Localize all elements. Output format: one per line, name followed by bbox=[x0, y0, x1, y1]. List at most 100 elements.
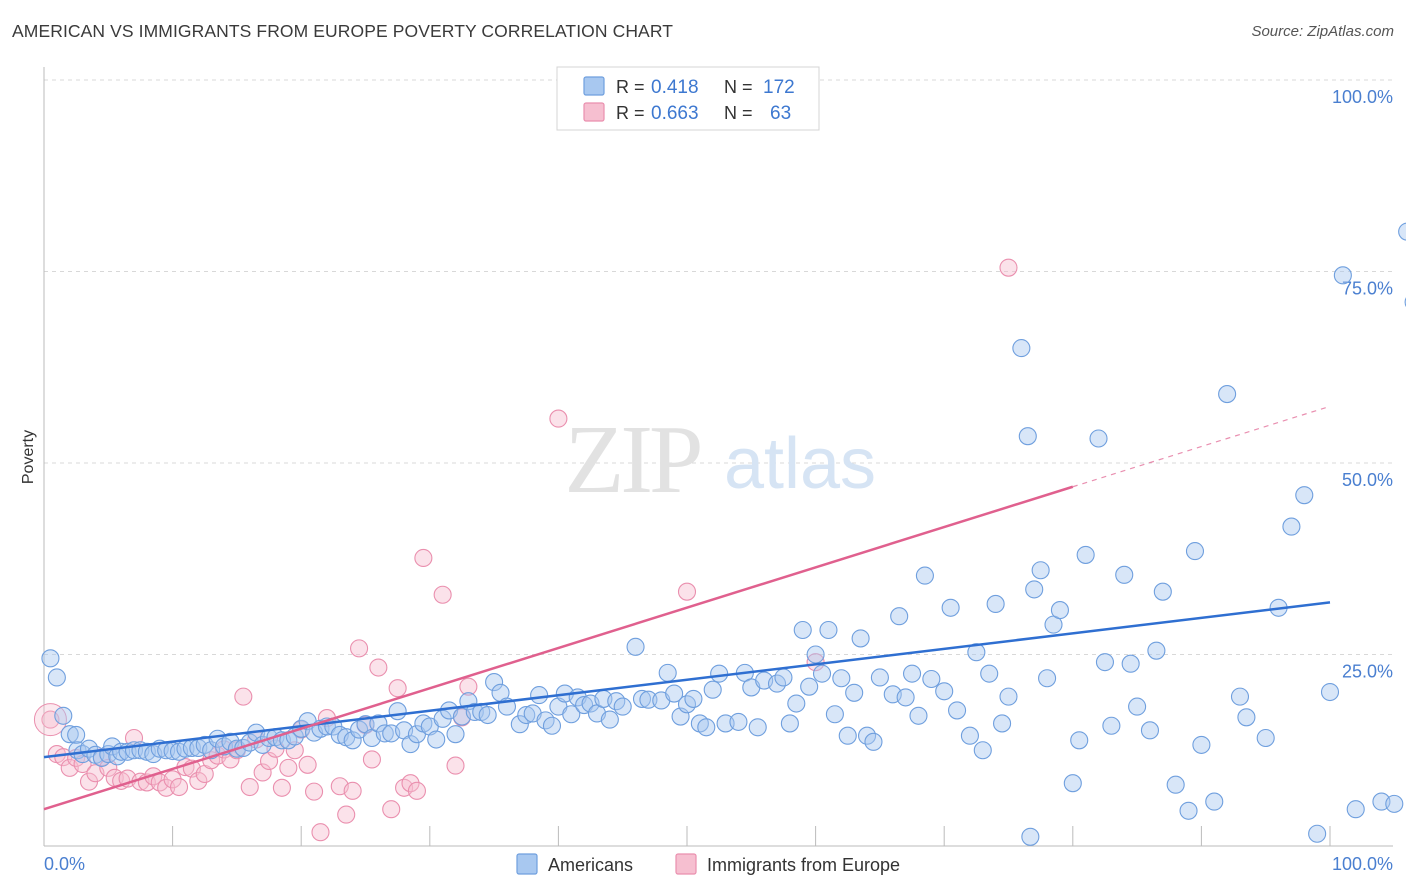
american-point bbox=[1018, 427, 1037, 446]
immigrant-point bbox=[253, 763, 272, 782]
watermark: ZIP atlas bbox=[565, 406, 877, 514]
x-tick-labels: 0.0% 100.0% bbox=[44, 854, 1393, 874]
american-point bbox=[774, 668, 793, 687]
american-point bbox=[729, 712, 748, 731]
american-point bbox=[1256, 728, 1275, 748]
immigrant-point bbox=[337, 805, 356, 824]
immigrant-point bbox=[407, 781, 426, 800]
american-point bbox=[697, 718, 716, 737]
american-point bbox=[1333, 266, 1352, 285]
american-point bbox=[54, 706, 73, 725]
bottom-legend-swatch-americans bbox=[516, 853, 538, 875]
american-point bbox=[401, 735, 420, 754]
legend-r-label-americans: R = bbox=[616, 77, 645, 97]
immigrant-point bbox=[311, 823, 330, 842]
american-point bbox=[915, 566, 934, 585]
legend-r-value-americans: 0.418 bbox=[651, 77, 699, 98]
american-point bbox=[941, 598, 960, 617]
american-point bbox=[1147, 641, 1166, 660]
american-point bbox=[845, 683, 864, 702]
american-point bbox=[1095, 653, 1114, 672]
immigrant-point bbox=[189, 771, 208, 790]
american-point bbox=[1320, 682, 1340, 702]
bottom-legend-label-immigrants: Immigrants from Europe bbox=[707, 855, 900, 875]
american-point bbox=[1185, 542, 1205, 561]
gridlines bbox=[44, 79, 1393, 655]
american-point bbox=[517, 705, 536, 725]
american-point bbox=[967, 643, 986, 662]
immigrant-point bbox=[240, 777, 259, 797]
american-point bbox=[60, 725, 79, 744]
watermark-zip: ZIP bbox=[565, 406, 700, 514]
american-point bbox=[1308, 824, 1327, 843]
american-point bbox=[47, 668, 66, 687]
american-point bbox=[626, 637, 645, 656]
trendline-immigrants bbox=[43, 485, 1074, 811]
legend-swatch-immigrants bbox=[583, 102, 605, 122]
american-point bbox=[999, 687, 1018, 706]
y-tick-label: 75.0% bbox=[1342, 279, 1393, 299]
y-axis-title: Poverty bbox=[20, 430, 37, 484]
american-point bbox=[1021, 827, 1040, 846]
american-point bbox=[825, 705, 844, 724]
american-point bbox=[800, 677, 819, 696]
immigrant-point bbox=[305, 782, 324, 801]
american-point bbox=[1237, 708, 1256, 727]
american-point bbox=[1205, 792, 1224, 811]
immigrant-point bbox=[677, 582, 697, 601]
american-point bbox=[1385, 794, 1404, 813]
american-point bbox=[1063, 774, 1082, 793]
immigrant-point bbox=[362, 750, 381, 769]
american-point bbox=[787, 694, 806, 713]
legend-n-label-americans: N = bbox=[724, 77, 753, 97]
american-point bbox=[510, 715, 529, 734]
american-point bbox=[67, 725, 86, 744]
american-point bbox=[1089, 429, 1108, 448]
immigrant-point bbox=[73, 754, 92, 774]
immigrant-point bbox=[234, 687, 253, 706]
american-point bbox=[902, 664, 922, 683]
american-point bbox=[864, 732, 883, 751]
american-point bbox=[658, 663, 677, 682]
source-label: Source: ZipAtlas.com bbox=[1251, 23, 1394, 40]
y-tick-labels: 25.0% 50.0% 75.0% 100.0% bbox=[1332, 87, 1393, 682]
bottom-legend: Americans Immigrants from Europe bbox=[516, 853, 900, 875]
american-point bbox=[851, 629, 870, 648]
american-point bbox=[890, 607, 909, 626]
american-point bbox=[1038, 669, 1057, 688]
immigrant-point bbox=[446, 756, 465, 775]
immigrant-point bbox=[350, 639, 369, 658]
american-point bbox=[948, 701, 967, 720]
american-point bbox=[896, 688, 915, 707]
immigrant-point bbox=[999, 258, 1018, 277]
immigrant-point bbox=[285, 741, 304, 760]
immigrant-point bbox=[382, 800, 401, 819]
american-point bbox=[710, 664, 729, 683]
x-tick-label: 0.0% bbox=[44, 854, 85, 874]
axes bbox=[43, 67, 1393, 847]
bottom-legend-label-americans: Americans bbox=[548, 855, 633, 875]
american-point bbox=[1070, 731, 1089, 750]
legend-n-value-immigrants: 63 bbox=[770, 103, 791, 124]
american-point bbox=[1076, 545, 1095, 564]
american-point bbox=[485, 673, 504, 692]
immigrant-point bbox=[459, 677, 478, 696]
american-point bbox=[1230, 687, 1250, 706]
legend-r-label-immigrants: R = bbox=[616, 103, 645, 123]
american-point bbox=[922, 669, 941, 689]
american-point bbox=[1128, 697, 1147, 716]
american-point bbox=[1346, 800, 1365, 819]
immigrant-point bbox=[163, 770, 182, 789]
legend-r-value-immigrants: 0.663 bbox=[651, 103, 699, 124]
american-point bbox=[812, 664, 832, 683]
american-point bbox=[909, 706, 928, 725]
american-point bbox=[986, 594, 1005, 613]
series-americans bbox=[41, 222, 1406, 846]
immigrant-point bbox=[369, 658, 388, 677]
immigrant-point bbox=[279, 758, 298, 777]
immigrant-point bbox=[169, 777, 189, 797]
american-point bbox=[935, 682, 954, 701]
american-point bbox=[960, 726, 979, 745]
american-point bbox=[684, 689, 703, 708]
